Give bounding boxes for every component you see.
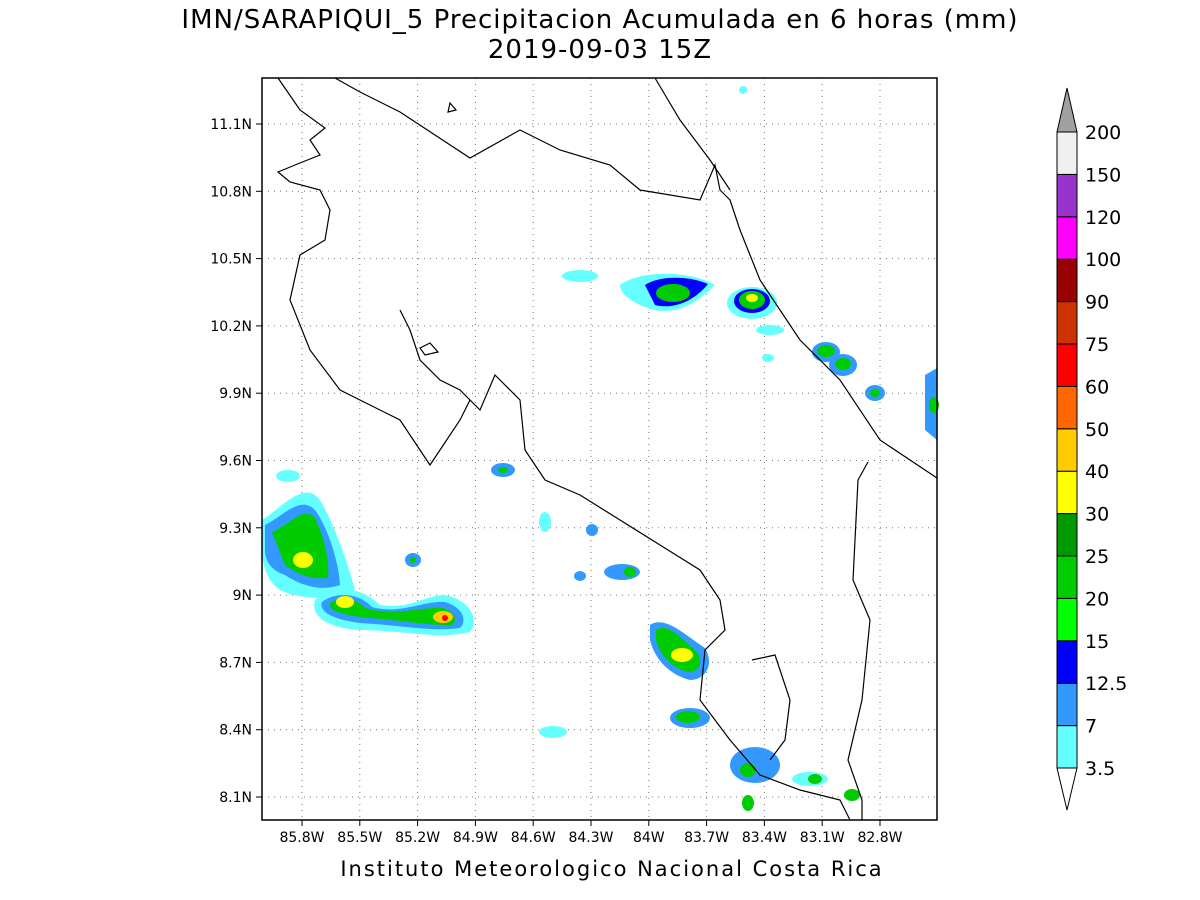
colorbar-box [1056,555,1078,599]
colorbar-label: 200 [1085,122,1121,144]
lat-label: 8.4N [219,723,252,739]
lon-label: 84W [633,830,665,846]
colorbar-label: 50 [1085,419,1109,441]
colorbar-under [1056,767,1078,811]
lon-label: 83.7W [684,830,729,846]
colorbar-label: 3.5 [1085,758,1115,780]
colorbar-label: 15 [1085,631,1109,653]
colorbar-label: 20 [1085,588,1109,610]
rain-cell [314,589,474,636]
precipitation-field [262,86,939,811]
map-frame [261,77,938,821]
colorbar-label: 12.5 [1085,673,1127,695]
colorbar-label: 40 [1085,461,1109,483]
rain-cell [262,492,355,598]
colorbar-label: 120 [1085,207,1121,229]
lon-label: 83.1W [800,830,845,846]
lat-label: 10.2N [210,319,252,335]
colorbar-box [1056,725,1078,769]
colorbar-box [1056,513,1078,557]
colorbar-label: 60 [1085,376,1109,398]
lon-label: 85.2W [395,830,440,846]
colorbar-box [1056,640,1078,684]
colorbar-box [1056,343,1078,387]
rain-cell [812,342,939,440]
lon-label: 84.9W [453,830,498,846]
colorbar-box [1056,682,1078,727]
footer: Instituto Meteorologico Nacional Costa R… [340,857,883,881]
lat-label: 9.6N [219,454,252,470]
lat-label: 8.7N [219,655,252,671]
colorbar-box [1056,301,1078,345]
colorbar-label: 100 [1085,249,1121,271]
lon-label: 82.8W [857,830,902,846]
colorbar-box [1056,470,1078,515]
lat-label: 9.3N [219,521,252,537]
colorbar-box [1056,428,1078,472]
colorbar-box [1056,258,1078,303]
lat-label: 9N [233,588,252,604]
lon-label: 84.3W [568,830,613,846]
colorbar-label: 90 [1085,292,1109,314]
subtitle: 2019-09-03 15Z [488,35,712,65]
colorbar-label: 150 [1085,164,1121,186]
colorbar-box [1056,131,1078,175]
grid: 11.1N 10.8N 10.5N 10.2N 9.9N 9.6N 9.3N 9N 8.7N 8.… [210,78,937,846]
coastlines [276,77,938,821]
colorbar-box [1056,597,1078,642]
colorbar-box [1056,216,1078,260]
colorbar-box [1056,173,1078,218]
lat-label: 10.8N [210,184,252,200]
colorbar-label: 7 [1085,716,1097,738]
colorbar-label: 25 [1085,546,1109,568]
colorbar: 3.5 7 12.5 15 20 25 30 40 50 60 75 90 100 120 150 200 [1056,87,1127,811]
lon-label: 85.8W [279,830,324,846]
lon-label: 84.6W [511,830,556,846]
lat-label: 8.1N [219,790,252,806]
colorbar-box [1056,385,1078,430]
lat-label: 10.5N [210,252,252,268]
title: IMN/SARAPIQUI_5 Precipitacion Acumulada … [181,5,1018,35]
lat-label: 9.9N [219,386,252,402]
lon-label: 85.5W [337,830,382,846]
rain-cell [620,273,715,311]
rain-cell [276,86,860,811]
lat-label: 11.1N [210,117,252,133]
lon-label: 83.4W [742,830,787,846]
colorbar-label: 75 [1085,334,1109,356]
rain-cell [727,287,777,319]
rain-cell [650,622,710,680]
colorbar-over [1056,87,1078,133]
colorbar-label: 30 [1085,504,1109,526]
